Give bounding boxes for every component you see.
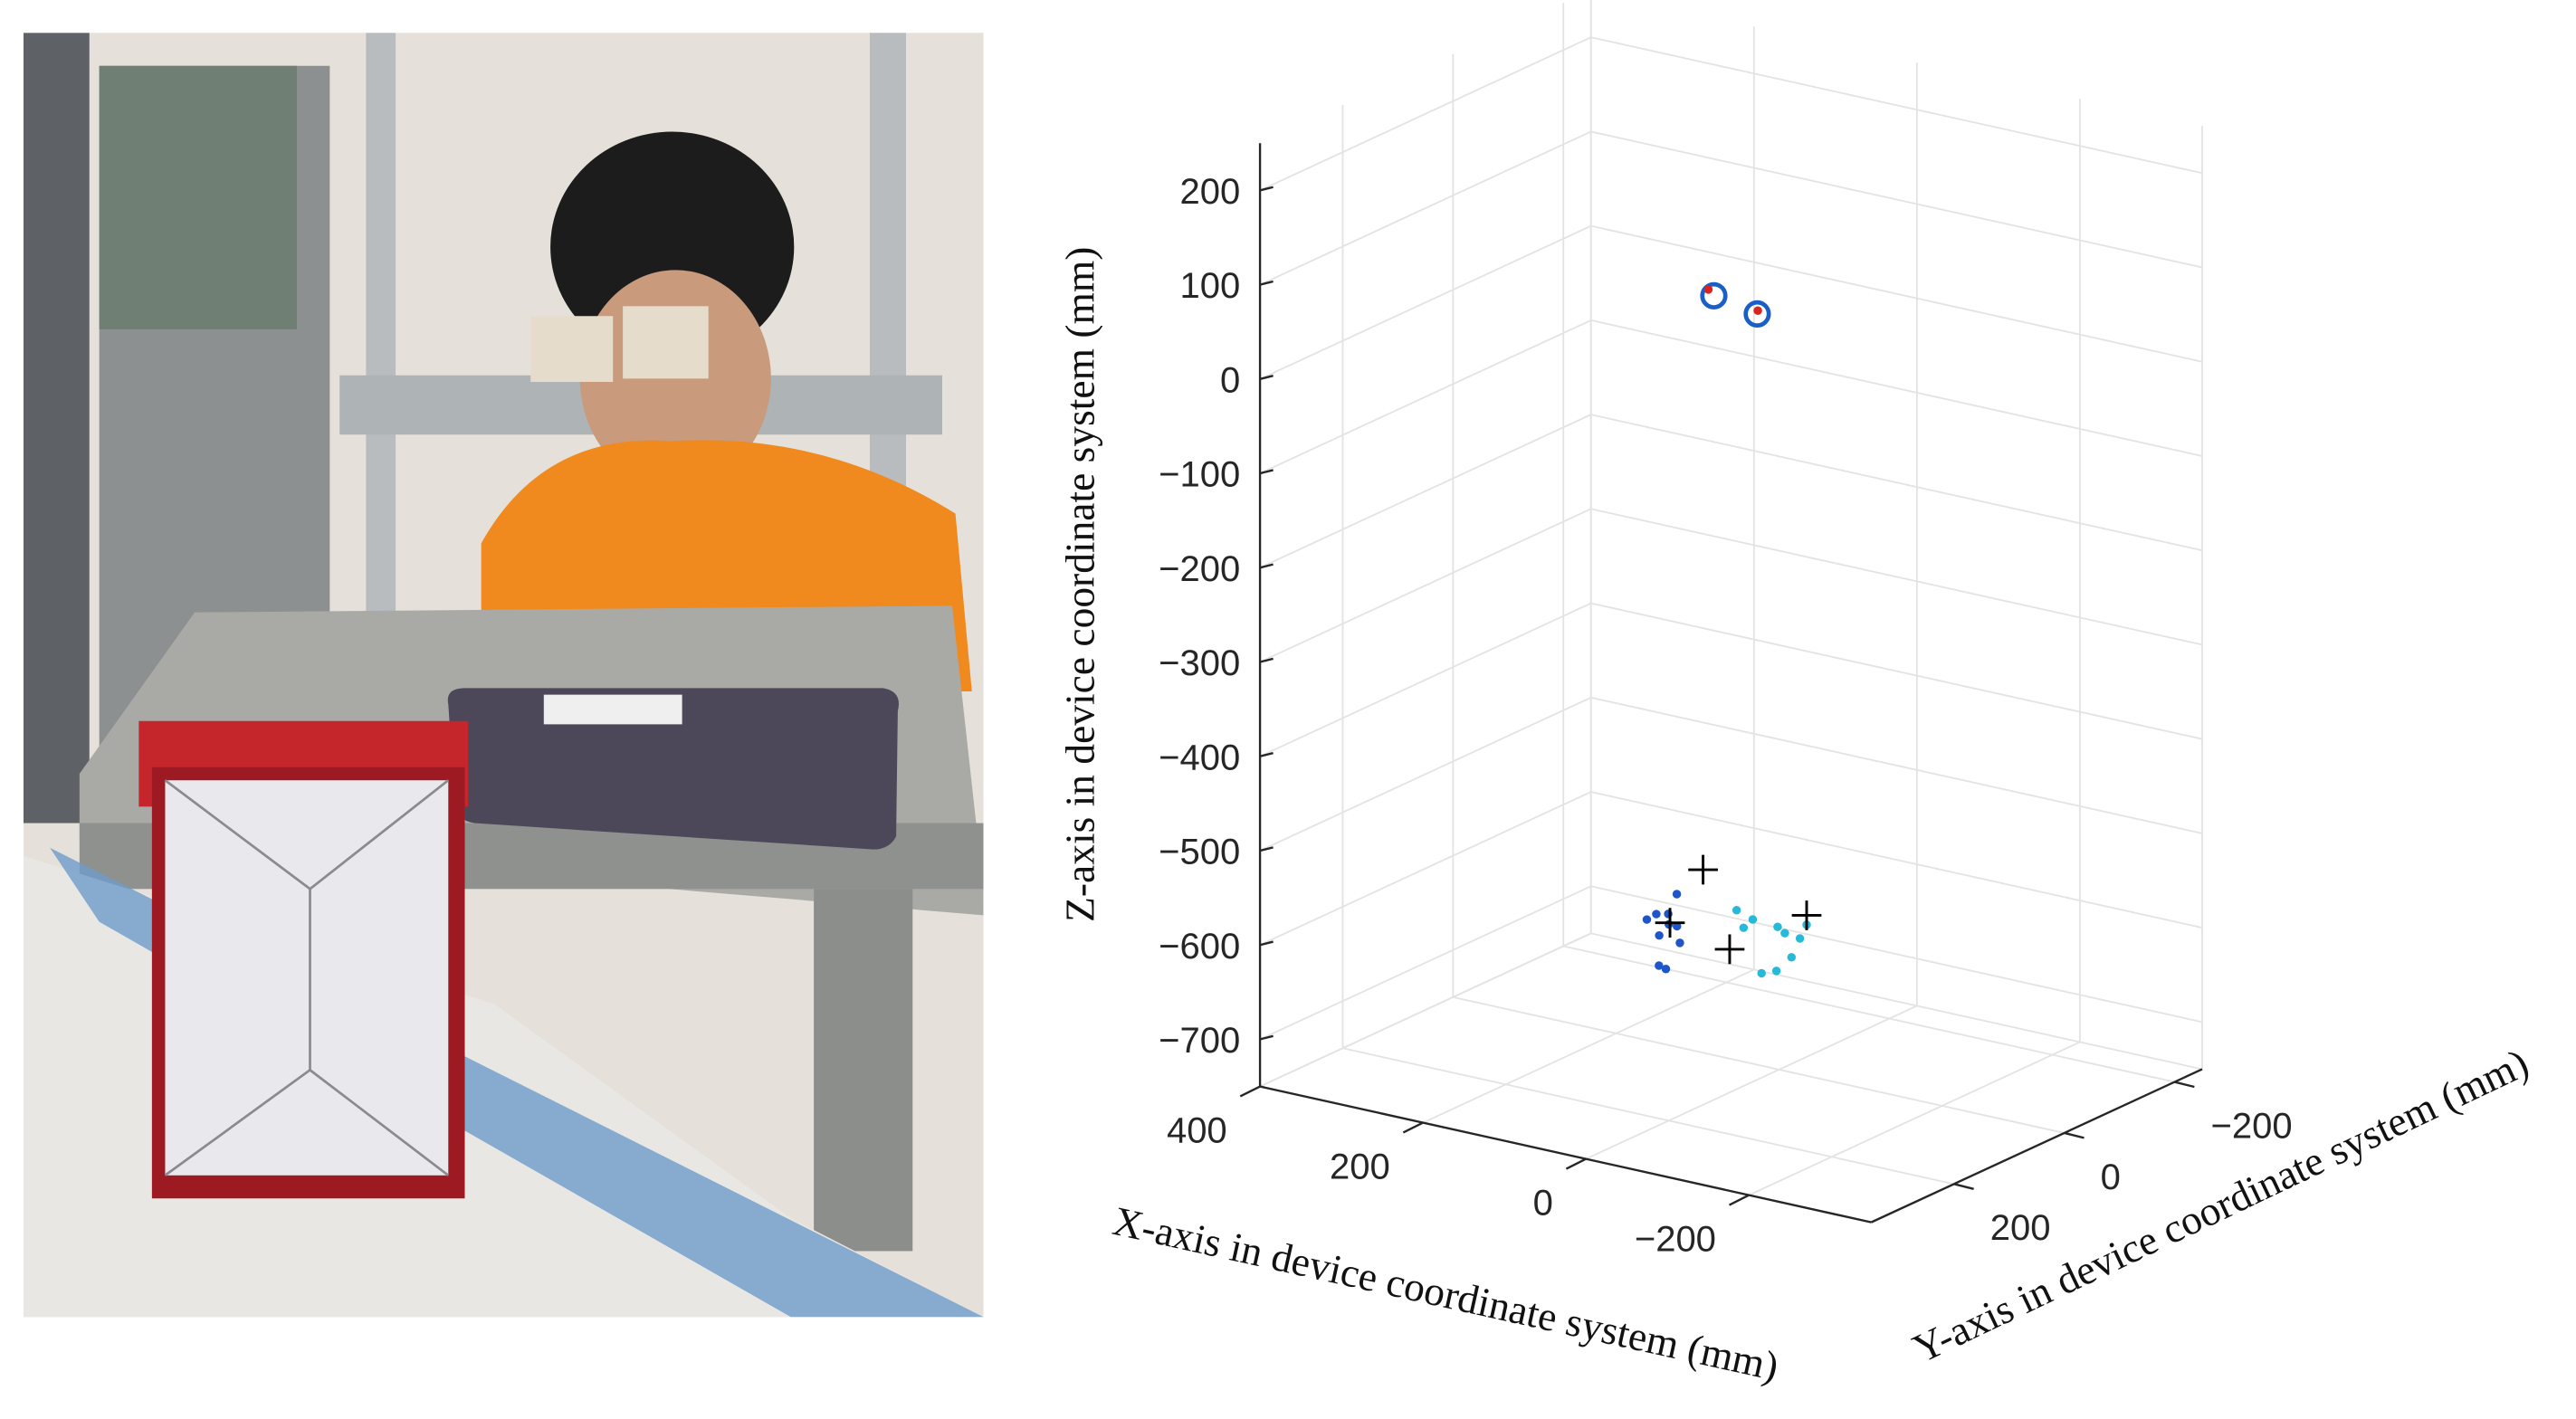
- grid-line: [1259, 36, 1592, 192]
- x-tick: [1402, 1121, 1424, 1134]
- point-marker: [1672, 890, 1682, 899]
- z-tick-label: 0: [1220, 360, 1240, 400]
- grid-line: [1259, 508, 1592, 663]
- z-tick-label: −100: [1159, 455, 1240, 495]
- photo: [23, 33, 984, 1318]
- target-marker: [1791, 900, 1822, 930]
- grid-line: [1342, 1047, 1954, 1186]
- z-tick-label: −200: [1159, 549, 1240, 589]
- y-tick: [2174, 1081, 2195, 1089]
- point-marker: [1780, 929, 1789, 938]
- point-marker: [1655, 961, 1664, 970]
- z-tick: [1259, 846, 1274, 852]
- point-marker: [1795, 934, 1805, 943]
- grid-line: [1259, 791, 1592, 947]
- grid-line: [1590, 508, 2203, 646]
- point-marker: [1661, 965, 1671, 974]
- grid-line: [1590, 696, 2203, 834]
- x-tick-label: 400: [1167, 1110, 1227, 1150]
- y-axis-label: Y-axis in device coordinate system (mm): [1905, 1039, 2535, 1371]
- y-tick-label: −200: [2211, 1106, 2293, 1146]
- y-tick: [1953, 1183, 1974, 1190]
- z-tick: [1259, 657, 1274, 663]
- grid-line: [1259, 130, 1592, 286]
- point-marker: [1739, 923, 1749, 932]
- point-marker: [1757, 968, 1766, 978]
- target-marker: [1714, 934, 1745, 965]
- point-marker: [1642, 915, 1652, 924]
- x-tick-label: 200: [1330, 1147, 1390, 1186]
- grid-line: [1590, 319, 2203, 457]
- z-tick: [1259, 186, 1274, 192]
- plot-3d: 200 100 0 −100 −200 −300 −400 −500 −600 −700 400 20…: [1056, 0, 2535, 1389]
- target-marker: [1688, 854, 1718, 885]
- y-tick: [2064, 1131, 2085, 1139]
- eye-marker: [1743, 300, 1771, 328]
- point-marker: [1732, 906, 1741, 915]
- target-marker: [1655, 908, 1685, 938]
- z-tick-label: −300: [1159, 643, 1240, 683]
- grid-line: [1259, 696, 1592, 852]
- z-tick: [1259, 563, 1274, 569]
- z-tick-label: −700: [1159, 1021, 1240, 1061]
- point-marker: [1652, 909, 1661, 919]
- y-tick-label: 0: [2101, 1157, 2121, 1197]
- grid-line: [1259, 319, 1592, 474]
- point-marker: [1771, 967, 1781, 976]
- z-tick-label: 100: [1179, 266, 1240, 306]
- grid-line: [1590, 602, 2203, 740]
- y-axis: [1870, 1068, 2203, 1224]
- box-edge: [1590, 932, 2203, 1071]
- grid-line: [1748, 1041, 2081, 1196]
- grid-line: [1422, 968, 1755, 1124]
- z-tick: [1259, 1034, 1274, 1041]
- grid-line: [1590, 130, 2203, 269]
- box-edge: [1259, 932, 1592, 1088]
- point-marker: [1787, 953, 1797, 962]
- z-tick-label: −500: [1159, 833, 1240, 872]
- z-tick-label: −400: [1159, 738, 1240, 777]
- z-tick-label: −600: [1159, 927, 1240, 967]
- grid-line: [1590, 791, 2203, 929]
- x-axis: [1259, 1085, 1872, 1224]
- z-tick-label: 200: [1179, 172, 1240, 212]
- z-tick: [1259, 375, 1274, 380]
- z-axis-label: Z-axis in device coordinate system (mm): [1056, 247, 1102, 922]
- eye-marker: [1700, 281, 1728, 310]
- x-tick-label: 0: [1533, 1183, 1553, 1223]
- z-tick: [1259, 940, 1274, 947]
- z-tick: [1259, 469, 1274, 475]
- grid-line: [1453, 995, 2065, 1134]
- x-tick: [1565, 1157, 1587, 1170]
- grid-line: [1590, 36, 2203, 175]
- grid-line: [1590, 224, 2203, 363]
- grid-line: [1259, 224, 1592, 380]
- x-tick-label: −200: [1635, 1219, 1716, 1259]
- z-tick: [1259, 280, 1274, 286]
- point-marker: [1655, 930, 1664, 940]
- point-marker: [1773, 922, 1782, 931]
- x-tick: [1728, 1194, 1750, 1206]
- z-tick: [1259, 751, 1274, 757]
- point-marker: [1748, 915, 1758, 924]
- grid-line: [1585, 1005, 1918, 1160]
- grid-line: [1259, 414, 1592, 569]
- grid-line: [1259, 602, 1592, 757]
- y-tick-label: 200: [1990, 1208, 2051, 1248]
- grid-line: [1590, 414, 2203, 552]
- point-marker: [1753, 306, 1762, 316]
- point-marker: [1675, 938, 1684, 948]
- grid-line: [1590, 885, 2203, 1024]
- grid-line: [1259, 885, 1592, 1041]
- x-tick: [1239, 1085, 1261, 1098]
- point-marker: [1703, 285, 1713, 294]
